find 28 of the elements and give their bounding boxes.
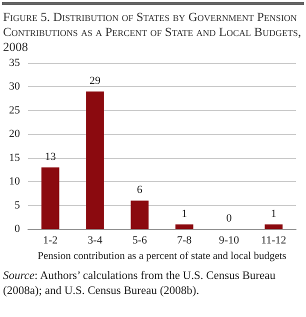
data-label: 6: [136, 184, 143, 196]
x-tick-label: 1-2: [42, 234, 58, 247]
data-label: 13: [44, 150, 56, 163]
x-tick-label: 11-12: [261, 234, 286, 247]
chart-title: Figure 5. Distribution of States by Government Pension Contributions as a Percent of State and Local Budgets, 2008: [2, 9, 302, 55]
data-label: 1: [270, 208, 276, 220]
bar: [130, 200, 149, 230]
y-tick-label: 30: [9, 80, 20, 93]
bar: [264, 224, 283, 230]
x-axis-title: Pension contribution as a percent of state and local budgets: [38, 251, 286, 262]
x-tick-label: 3-4: [88, 234, 103, 247]
bar: [86, 91, 104, 230]
y-tick-label: 10: [9, 176, 20, 188]
y-tick-label: 5: [14, 199, 20, 212]
data-label: 1: [182, 208, 188, 220]
x-tick-label: 7-8: [176, 234, 192, 247]
data-label: 29: [90, 74, 101, 87]
y-tick-label: 20: [9, 128, 20, 140]
x-tick-label: 5-6: [132, 234, 148, 247]
y-tick-label: 15: [9, 152, 20, 164]
x-tick-label: 9-10: [218, 234, 240, 247]
y-tick-label: 0: [14, 223, 20, 236]
source-note: Source: Authors’ calculations from the U.S. Census Bureau (2008a); and U.S. Census Bureau (2008b).: [3, 270, 276, 297]
bar: [175, 224, 194, 230]
y-tick-label: 35: [9, 57, 20, 69]
data-label: 0: [226, 212, 232, 225]
y-tick-label: 25: [9, 104, 20, 116]
bar: [41, 167, 60, 230]
